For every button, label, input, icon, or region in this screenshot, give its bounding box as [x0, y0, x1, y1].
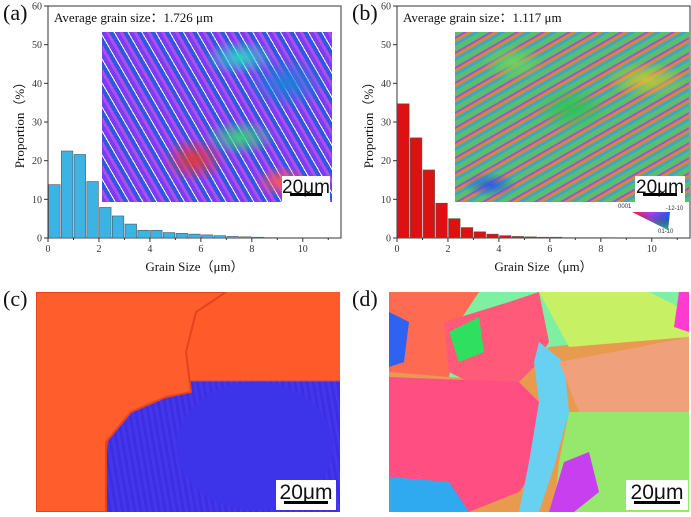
chart0-bar — [111, 215, 125, 239]
panel-label-b: (b) — [352, 0, 378, 25]
chart1-y-tick-label: 40 — [381, 79, 391, 90]
panel-label-d: (d) — [352, 286, 378, 311]
chart0-y-tick-label: 0 — [37, 234, 42, 245]
chart1-bar — [524, 236, 537, 239]
chart1-y-tick-label: 0 — [386, 234, 391, 245]
chart1-bar — [435, 202, 448, 239]
ipf-color-legend: 0001 -12-10 01-10 — [618, 204, 690, 238]
chart1-y-axis-label: Proportion（%） — [361, 76, 376, 168]
chart0-bar — [213, 235, 227, 239]
chart1-x-tick-label: 4 — [496, 244, 501, 255]
chart0-bar — [48, 184, 61, 239]
chart0-y-tick-label: 50 — [32, 40, 42, 51]
panel-label-a: (a) — [3, 0, 28, 25]
chart1-bar — [397, 103, 410, 239]
chart0-y-tick-label: 30 — [32, 118, 42, 129]
chart1-bar — [537, 236, 550, 239]
chart1-bar — [410, 137, 423, 239]
chart0-x-tick-label: 10 — [298, 244, 308, 255]
chart1-x-tick-label: 6 — [547, 244, 552, 255]
grain-boundary-c — [36, 292, 228, 512]
ipf-triangle-icon — [632, 212, 670, 230]
chart0-x-tick-label: 4 — [147, 244, 152, 255]
ipf-label-12-10: -12-10 — [666, 206, 684, 212]
scale-bar-d: 20μm — [626, 480, 688, 510]
histogram-chart-a: 0 10 20 30 40 50 60 0 2 4 6 8 10 Average grain size：1… — [12, 2, 342, 274]
chart0-x-tick-label: 6 — [198, 244, 203, 255]
chart0-bar — [137, 229, 150, 239]
ebsd-inset-map-a — [102, 32, 332, 202]
chart0-bar — [188, 233, 201, 239]
chart1-x-tick-label: 10 — [647, 244, 657, 255]
chart0-x-axis-label: Grain Size（μm） — [145, 259, 243, 274]
chart1-y-tick-label: 10 — [381, 195, 391, 206]
chart0-x-tick-label: 8 — [249, 244, 254, 255]
chart1-bar — [550, 236, 563, 239]
chart0-bar — [201, 234, 214, 239]
chart1-bar — [499, 235, 512, 239]
chart0-bar — [239, 236, 252, 239]
ipf-label-0001: 0001 — [618, 204, 632, 210]
chart1-x-tick-label: 0 — [395, 244, 400, 255]
chart1-x-tick-label: 2 — [445, 244, 450, 255]
chart1-y-tick-label: 50 — [381, 40, 391, 51]
histogram-chart-b: 0 10 20 30 40 50 60 0 2 4 6 8 10 Average grain size：1… — [361, 2, 691, 274]
chart0-y-axis-label: Proportion（%） — [12, 76, 27, 168]
scale-bar-a: 20μm — [282, 176, 330, 202]
chart1-y-tick-label: 20 — [381, 156, 391, 167]
chart1-x-tick-label: 8 — [598, 244, 603, 255]
scale-bar-c: 20μm — [276, 480, 336, 510]
chart1-bar — [422, 169, 435, 239]
ebsd-map-d — [389, 292, 689, 512]
chart0-y-tick-label: 20 — [32, 156, 42, 167]
chart0-bar — [99, 207, 112, 239]
scale-bar-b: 20μm — [635, 176, 685, 202]
chart0-bar — [175, 233, 188, 239]
chart0-bar — [124, 223, 137, 239]
chart0-bar — [86, 181, 99, 239]
ebsd-inset-map-b — [455, 32, 689, 202]
chart1-y-tick-label: 60 — [381, 2, 391, 13]
chart1-y-tick-label: 30 — [381, 118, 391, 129]
chart0-bar — [226, 236, 239, 239]
chart0-bar — [73, 154, 86, 239]
chart1-bar — [486, 233, 499, 239]
chart0-y-tick-label: 60 — [32, 2, 42, 13]
chart1-bar — [460, 227, 474, 239]
chart1-bar — [473, 231, 486, 239]
chart1-bar — [511, 236, 525, 239]
ipf-label-01-10: 01-10 — [658, 229, 674, 235]
chart0-title: Average grain size：1.726 μm — [54, 10, 213, 25]
chart1-title: Average grain size：1.117 μm — [403, 10, 562, 25]
chart0-bar — [162, 232, 176, 239]
chart0-bar — [61, 150, 74, 239]
panel-label-c: (c) — [3, 286, 28, 311]
chart0-x-tick-label: 2 — [96, 244, 101, 255]
chart1-bar — [448, 218, 461, 239]
chart1-x-axis-label: Grain Size（μm） — [494, 259, 592, 274]
chart0-x-tick-label: 0 — [46, 244, 51, 255]
chart0-bar — [252, 236, 265, 239]
chart0-bar — [150, 229, 163, 239]
chart0-y-tick-label: 10 — [32, 195, 42, 206]
grain-map-d — [389, 292, 689, 512]
chart0-y-tick-label: 40 — [32, 79, 42, 90]
ebsd-map-c — [36, 292, 340, 512]
